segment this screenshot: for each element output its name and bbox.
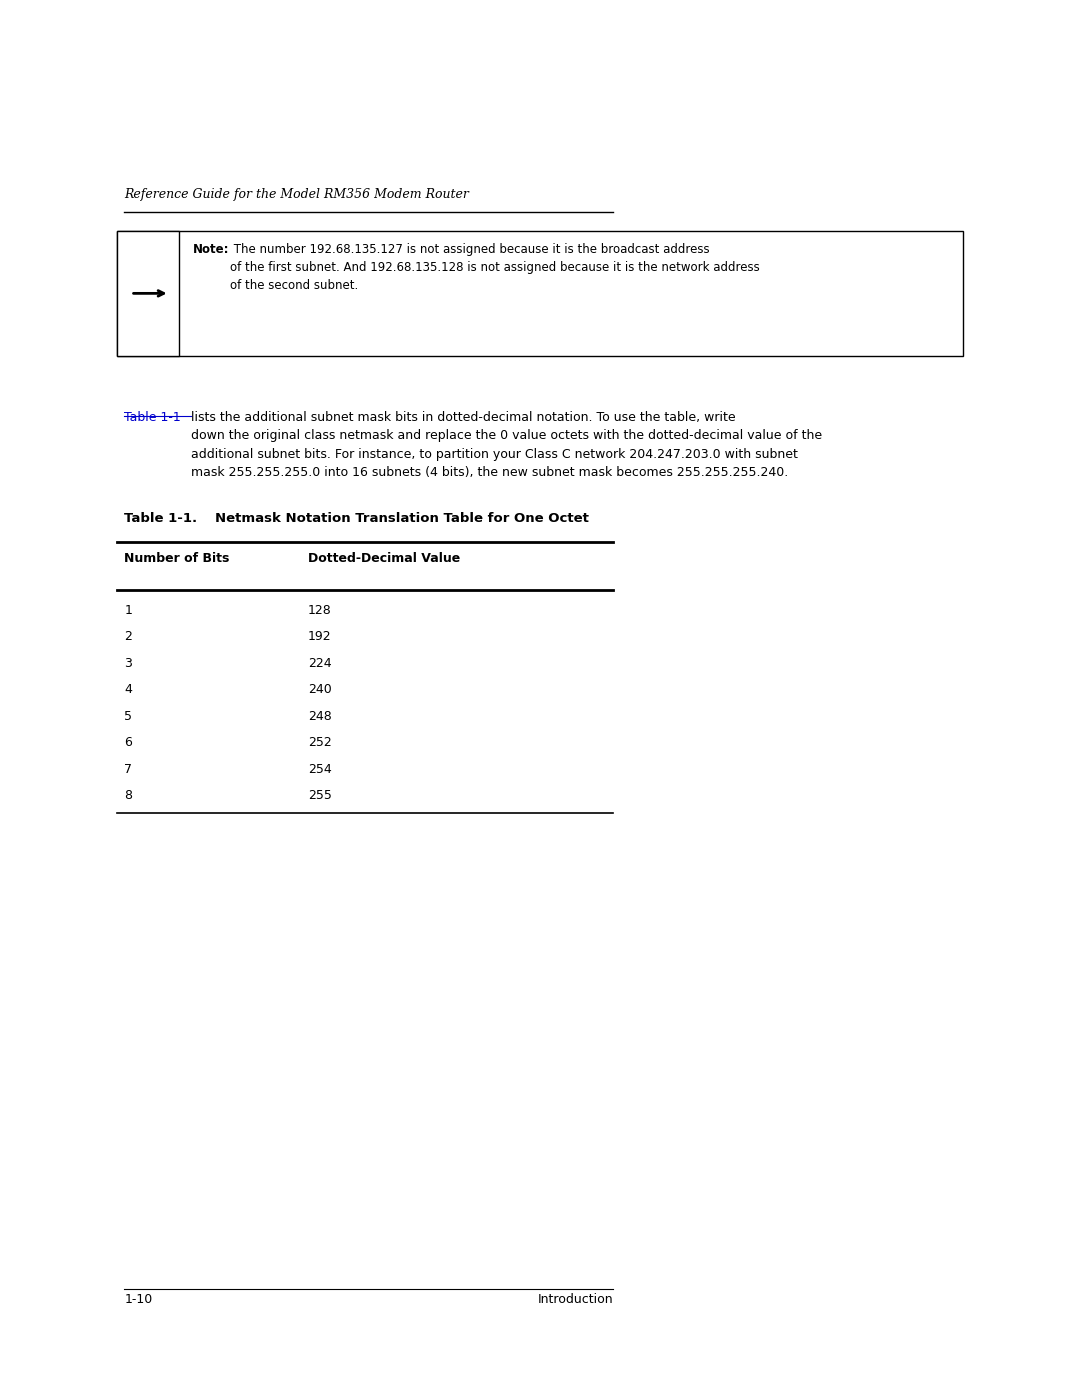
Text: Note:: Note: [193, 243, 230, 256]
Text: 1: 1 [124, 604, 132, 616]
Text: 254: 254 [308, 763, 332, 775]
Text: lists the additional subnet mask bits in dotted-decimal notation. To use the tab: lists the additional subnet mask bits in… [191, 411, 822, 479]
Text: 192: 192 [308, 630, 332, 643]
Text: 7: 7 [124, 763, 132, 775]
Text: 255: 255 [308, 789, 332, 802]
Text: Number of Bits: Number of Bits [124, 552, 230, 564]
Text: 8: 8 [124, 789, 132, 802]
Text: 1-10: 1-10 [124, 1294, 152, 1306]
Text: 248: 248 [308, 710, 332, 722]
Text: The number 192.68.135.127 is not assigned because it is the broadcast address
of: The number 192.68.135.127 is not assigne… [230, 243, 760, 292]
Text: 2: 2 [124, 630, 132, 643]
Text: 128: 128 [308, 604, 332, 616]
Text: Introduction: Introduction [538, 1294, 613, 1306]
Text: 5: 5 [124, 710, 132, 722]
Bar [117, 231, 963, 356]
Text: Dotted-Decimal Value: Dotted-Decimal Value [308, 552, 460, 564]
Text: 4: 4 [124, 683, 132, 696]
Text: 240: 240 [308, 683, 332, 696]
Text: 252: 252 [308, 736, 332, 749]
Text: 224: 224 [308, 657, 332, 669]
Bar [117, 231, 179, 356]
Text: Reference Guide for the Model RM356 Modem Router: Reference Guide for the Model RM356 Mode… [124, 189, 469, 201]
Text: Table 1-1: Table 1-1 [124, 411, 181, 423]
Text: Netmask Notation Translation Table for One Octet: Netmask Notation Translation Table for O… [178, 513, 589, 525]
Text: 3: 3 [124, 657, 132, 669]
Text: 6: 6 [124, 736, 132, 749]
Text: Table 1-1.: Table 1-1. [124, 513, 198, 525]
